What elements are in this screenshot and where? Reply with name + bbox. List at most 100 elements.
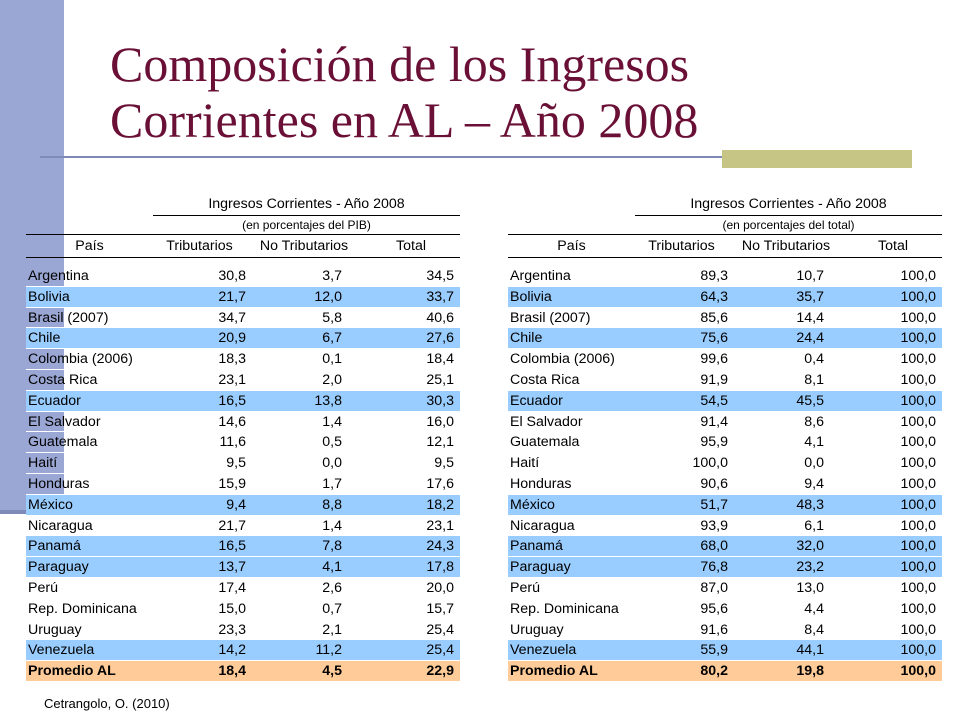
cell-tributarios: 93,9 xyxy=(700,517,728,534)
table-header: Ingresos Corrientes - Año 2008 xyxy=(635,188,942,216)
cell-total: 100,0 xyxy=(900,559,936,576)
cell-no-tributarios: 13,8 xyxy=(314,392,342,409)
cell-country: Chile xyxy=(28,330,61,347)
cell-total: 34,5 xyxy=(426,268,454,284)
cell-no-tributarios: 14,4 xyxy=(796,309,824,326)
cell-tributarios: 13,7 xyxy=(218,559,246,576)
cell-tributarios: 21,7 xyxy=(218,288,246,305)
cell-total: 23,1 xyxy=(426,517,454,534)
table-row: Haití 100,0 0,0 100,0 xyxy=(508,453,942,474)
cell-country: Ecuador xyxy=(510,392,563,409)
col-header-total: Total xyxy=(878,238,908,254)
cell-total: 17,6 xyxy=(426,475,454,492)
cell-total: 33,7 xyxy=(426,288,454,305)
cell-country: Honduras xyxy=(510,475,572,492)
cell-no-tributarios: 0,4 xyxy=(804,351,824,368)
cell-country: Paraguay xyxy=(510,559,571,576)
cell-tributarios: 20,9 xyxy=(218,330,246,347)
cell-no-tributarios: 1,7 xyxy=(322,475,342,492)
cell-total: 100,0 xyxy=(900,371,936,388)
cell-country: Brasil (2007) xyxy=(510,309,591,326)
cell-tributarios: 14,2 xyxy=(218,642,246,659)
cell-total: 25,4 xyxy=(426,642,454,659)
average-row: Promedio AL 18,4 4,5 22,9 xyxy=(26,661,460,682)
col-header-tributarios: Tributarios xyxy=(648,238,715,254)
cell-total: 24,3 xyxy=(426,538,454,555)
cell-country: Haití xyxy=(510,455,540,472)
table-row: Paraguay 13,7 4,1 17,8 xyxy=(26,557,460,578)
cell-country: Colombia (2006) xyxy=(28,351,133,368)
cell-no-tributarios: 32,0 xyxy=(796,538,824,555)
table-row: Bolivia 21,7 12,0 33,7 xyxy=(26,286,460,308)
cell-no-tributarios: 48,3 xyxy=(796,496,824,513)
cell-total: 100,0 xyxy=(900,579,936,596)
cell-tributarios: 95,6 xyxy=(700,600,728,617)
col-header-total: Total xyxy=(396,238,426,254)
title-underline xyxy=(40,156,912,158)
cell-total: 18,2 xyxy=(426,496,454,513)
cell-total: 100,0 xyxy=(900,600,936,617)
cell-total: 25,4 xyxy=(426,621,454,638)
table-row: Argentina 89,3 10,7 100,0 xyxy=(508,266,942,287)
cell-no-tributarios: 4,5 xyxy=(322,663,342,680)
table-row: Panamá 68,0 32,0 100,0 xyxy=(508,536,942,558)
cell-country: Nicaragua xyxy=(510,517,575,534)
cell-no-tributarios: 8,8 xyxy=(322,496,342,513)
cell-country: Uruguay xyxy=(28,621,82,638)
table-subheader: (en porcentajes del total) xyxy=(722,218,855,232)
cell-country: Paraguay xyxy=(28,559,89,576)
cell-country: Uruguay xyxy=(510,621,564,638)
cell-no-tributarios: 0,7 xyxy=(322,600,342,617)
table-row: Colombia (2006) 99,6 0,4 100,0 xyxy=(508,349,942,370)
table-header: Ingresos Corrientes - Año 2008 xyxy=(153,188,460,216)
cell-no-tributarios: 1,4 xyxy=(322,413,342,430)
table-row: Bolivia 64,3 35,7 100,0 xyxy=(508,286,942,308)
table-row: Costa Rica 23,1 2,0 25,1 xyxy=(26,370,460,391)
table-pib: Ingresos Corrientes - Año 2008 (en porce… xyxy=(26,188,460,692)
cell-no-tributarios: 0,1 xyxy=(322,351,342,368)
cell-no-tributarios: 5,8 xyxy=(322,309,342,326)
cell-country: Costa Rica xyxy=(28,371,98,388)
table-row: El Salvador 14,6 1,4 16,0 xyxy=(26,412,460,433)
cell-no-tributarios: 4,1 xyxy=(322,559,342,576)
cell-no-tributarios: 0,5 xyxy=(322,434,342,451)
cell-tributarios: 17,4 xyxy=(218,579,246,596)
cell-no-tributarios: 4,4 xyxy=(804,600,824,617)
cell-country: El Salvador xyxy=(28,413,101,430)
table-subheader: (en porcentajes del PIB) xyxy=(242,218,371,232)
cell-total: 100,0 xyxy=(900,268,936,284)
title-accent-block xyxy=(722,150,912,168)
table-row: Costa Rica 91,9 8,1 100,0 xyxy=(508,370,942,391)
cell-country: Bolivia xyxy=(510,288,552,305)
cell-tributarios: 16,5 xyxy=(218,538,246,555)
cell-country: Panamá xyxy=(510,538,563,555)
cell-tributarios: 55,9 xyxy=(700,642,728,659)
cell-no-tributarios: 1,4 xyxy=(322,517,342,534)
cell-total: 17,8 xyxy=(426,559,454,576)
table-row: Uruguay 23,3 2,1 25,4 xyxy=(26,620,460,641)
table-row: Perú 87,0 13,0 100,0 xyxy=(508,578,942,599)
cell-no-tributarios: 10,7 xyxy=(796,268,824,284)
table-row: Uruguay 91,6 8,4 100,0 xyxy=(508,620,942,641)
cell-country: Argentina xyxy=(510,268,571,284)
cell-no-tributarios: 12,0 xyxy=(314,288,342,305)
cell-tributarios: 14,6 xyxy=(218,413,246,430)
table-body: Argentina 30,8 3,7 34,5 Bolivia 21,7 12,0 33,7 B… xyxy=(26,266,460,682)
cell-no-tributarios: 11,2 xyxy=(315,642,342,659)
cell-tributarios: 9,4 xyxy=(226,496,246,513)
cell-tributarios: 87,0 xyxy=(700,579,728,596)
cell-country: Honduras xyxy=(28,475,90,492)
cell-tributarios: 91,6 xyxy=(700,621,728,638)
col-header-tributarios: Tributarios xyxy=(166,238,233,254)
cell-tributarios: 68,0 xyxy=(700,538,728,555)
cell-tributarios: 75,6 xyxy=(700,330,728,347)
cell-country: Colombia (2006) xyxy=(510,351,615,368)
cell-total: 100,0 xyxy=(900,330,936,347)
table-row: Guatemala 11,6 0,5 12,1 xyxy=(26,432,460,454)
slide-title-line1: Composición de los Ingresos xyxy=(110,36,690,92)
cell-no-tributarios: 6,1 xyxy=(804,517,824,534)
table-row: Honduras 90,6 9,4 100,0 xyxy=(508,474,942,495)
cell-total: 100,0 xyxy=(900,496,936,513)
cell-total: 20,0 xyxy=(426,579,454,596)
cell-total: 40,6 xyxy=(426,309,454,326)
